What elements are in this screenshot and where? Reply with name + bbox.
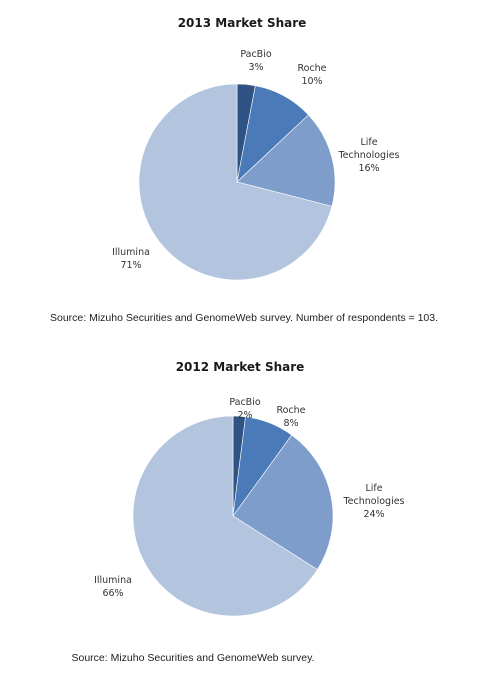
chart-title: 2013 Market Share xyxy=(178,16,307,30)
pie-chart-1: 2013 Market Share PacBio 3% Roche 10% Life Tec… xyxy=(50,16,438,324)
slice-label-roche: Roche 10% xyxy=(297,63,326,87)
slice-label-illumina: Illumina 66% xyxy=(94,575,132,599)
slice-name: PacBio xyxy=(229,397,261,408)
pie-slice-illumina xyxy=(132,415,318,617)
slice-percent: 10% xyxy=(301,76,322,87)
slice-percent: 24% xyxy=(363,509,384,520)
slice-label-life-technologies: Life Technologies 24% xyxy=(342,483,404,520)
slice-percent: 66% xyxy=(102,588,123,599)
slice-name: Technologies xyxy=(337,150,399,161)
slice-name: Technologies xyxy=(342,496,404,507)
slice-name: Illumina xyxy=(94,575,132,586)
pie-slice-illumina xyxy=(138,83,333,281)
chart-title: 2012 Market Share xyxy=(176,360,305,374)
slice-percent: 16% xyxy=(358,163,379,174)
slice-percent: 71% xyxy=(120,260,141,271)
slice-percent: 3% xyxy=(248,62,263,73)
source-note: Source: Mizuho Securities and GenomeWeb … xyxy=(72,652,315,664)
pie-chart-2: 2012 Market Share PacBio 2% Roche 8% Life Tech… xyxy=(72,360,405,664)
source-note: Source: Mizuho Securities and GenomeWeb … xyxy=(50,312,438,324)
slice-percent: 2% xyxy=(237,410,252,421)
slice-name: Illumina xyxy=(112,247,150,258)
slice-label-pacbio: PacBio 3% xyxy=(240,49,272,73)
slice-name: PacBio xyxy=(240,49,272,60)
slice-name: Roche xyxy=(297,63,326,74)
slice-name: Life xyxy=(365,483,382,494)
pie-slice-life-technologies xyxy=(236,114,336,207)
slice-label-life-technologies: Life Technologies 16% xyxy=(337,137,399,174)
slice-name: Roche xyxy=(276,405,305,416)
slice-label-roche: Roche 8% xyxy=(276,405,305,429)
slice-name: Life xyxy=(360,137,377,148)
slice-label-illumina: Illumina 71% xyxy=(112,247,150,271)
pie-slice-life-technologies xyxy=(232,434,334,570)
slice-label-pacbio: PacBio 2% xyxy=(229,397,261,421)
slice-percent: 8% xyxy=(283,418,298,429)
